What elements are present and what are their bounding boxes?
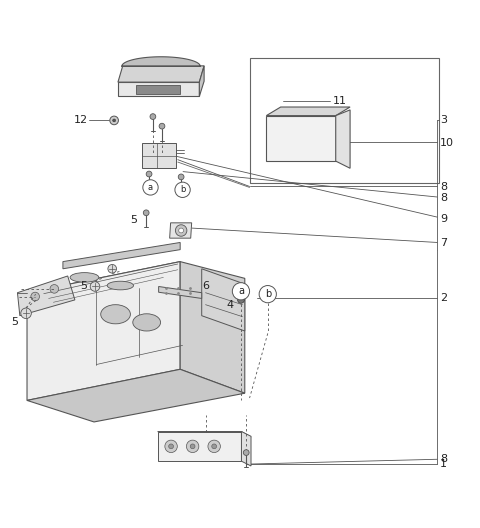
Circle shape [143, 180, 158, 195]
Circle shape [238, 297, 244, 303]
Text: 5: 5 [130, 215, 137, 225]
Ellipse shape [133, 314, 160, 331]
Circle shape [178, 174, 184, 180]
Circle shape [146, 171, 152, 177]
Polygon shape [27, 369, 245, 422]
Circle shape [165, 440, 177, 452]
Text: 1: 1 [440, 459, 447, 469]
Polygon shape [157, 431, 241, 461]
Polygon shape [241, 431, 251, 466]
Polygon shape [122, 57, 200, 67]
Text: a: a [148, 183, 153, 192]
Text: 5: 5 [11, 317, 18, 327]
Text: 8: 8 [440, 182, 447, 192]
Polygon shape [27, 261, 180, 297]
Polygon shape [169, 223, 192, 238]
Circle shape [259, 286, 276, 303]
Text: 7: 7 [440, 239, 447, 248]
Text: 10: 10 [440, 138, 454, 148]
Text: 11: 11 [332, 96, 347, 106]
Circle shape [175, 182, 190, 197]
Circle shape [232, 282, 250, 300]
Text: 8: 8 [440, 454, 447, 464]
Text: b: b [264, 289, 271, 299]
Text: a: a [238, 286, 244, 296]
Polygon shape [118, 66, 204, 82]
Text: 4: 4 [227, 300, 234, 310]
Circle shape [159, 124, 165, 129]
Circle shape [208, 440, 220, 452]
Circle shape [31, 292, 39, 301]
Polygon shape [266, 116, 336, 161]
Polygon shape [336, 110, 350, 168]
Circle shape [175, 225, 187, 236]
Circle shape [243, 450, 249, 456]
Text: 6: 6 [203, 280, 210, 290]
Circle shape [212, 444, 216, 449]
Text: 12: 12 [73, 116, 88, 126]
Bar [136, 84, 180, 94]
Polygon shape [142, 144, 176, 168]
Ellipse shape [101, 305, 131, 324]
Polygon shape [266, 107, 350, 116]
Text: 8: 8 [440, 193, 447, 203]
Circle shape [179, 228, 183, 233]
Circle shape [21, 308, 31, 318]
Circle shape [110, 116, 119, 125]
Circle shape [144, 210, 149, 215]
Polygon shape [118, 82, 199, 97]
Text: 9: 9 [440, 213, 447, 223]
Circle shape [90, 282, 100, 291]
Polygon shape [63, 242, 180, 269]
Ellipse shape [107, 281, 133, 290]
Ellipse shape [70, 272, 99, 282]
Circle shape [168, 444, 173, 449]
Circle shape [50, 285, 59, 293]
Bar [250, 58, 439, 183]
Polygon shape [158, 287, 202, 298]
Polygon shape [202, 269, 245, 331]
Polygon shape [180, 261, 245, 393]
Text: 2: 2 [440, 293, 447, 303]
Text: 3: 3 [440, 116, 447, 126]
Circle shape [113, 119, 116, 122]
Circle shape [186, 440, 199, 452]
Circle shape [108, 265, 117, 273]
Polygon shape [199, 66, 204, 97]
Text: 5: 5 [80, 280, 87, 290]
Polygon shape [17, 276, 75, 316]
Circle shape [190, 444, 195, 449]
Circle shape [150, 114, 156, 119]
Polygon shape [27, 261, 180, 400]
Polygon shape [157, 431, 251, 437]
Text: b: b [180, 185, 185, 194]
